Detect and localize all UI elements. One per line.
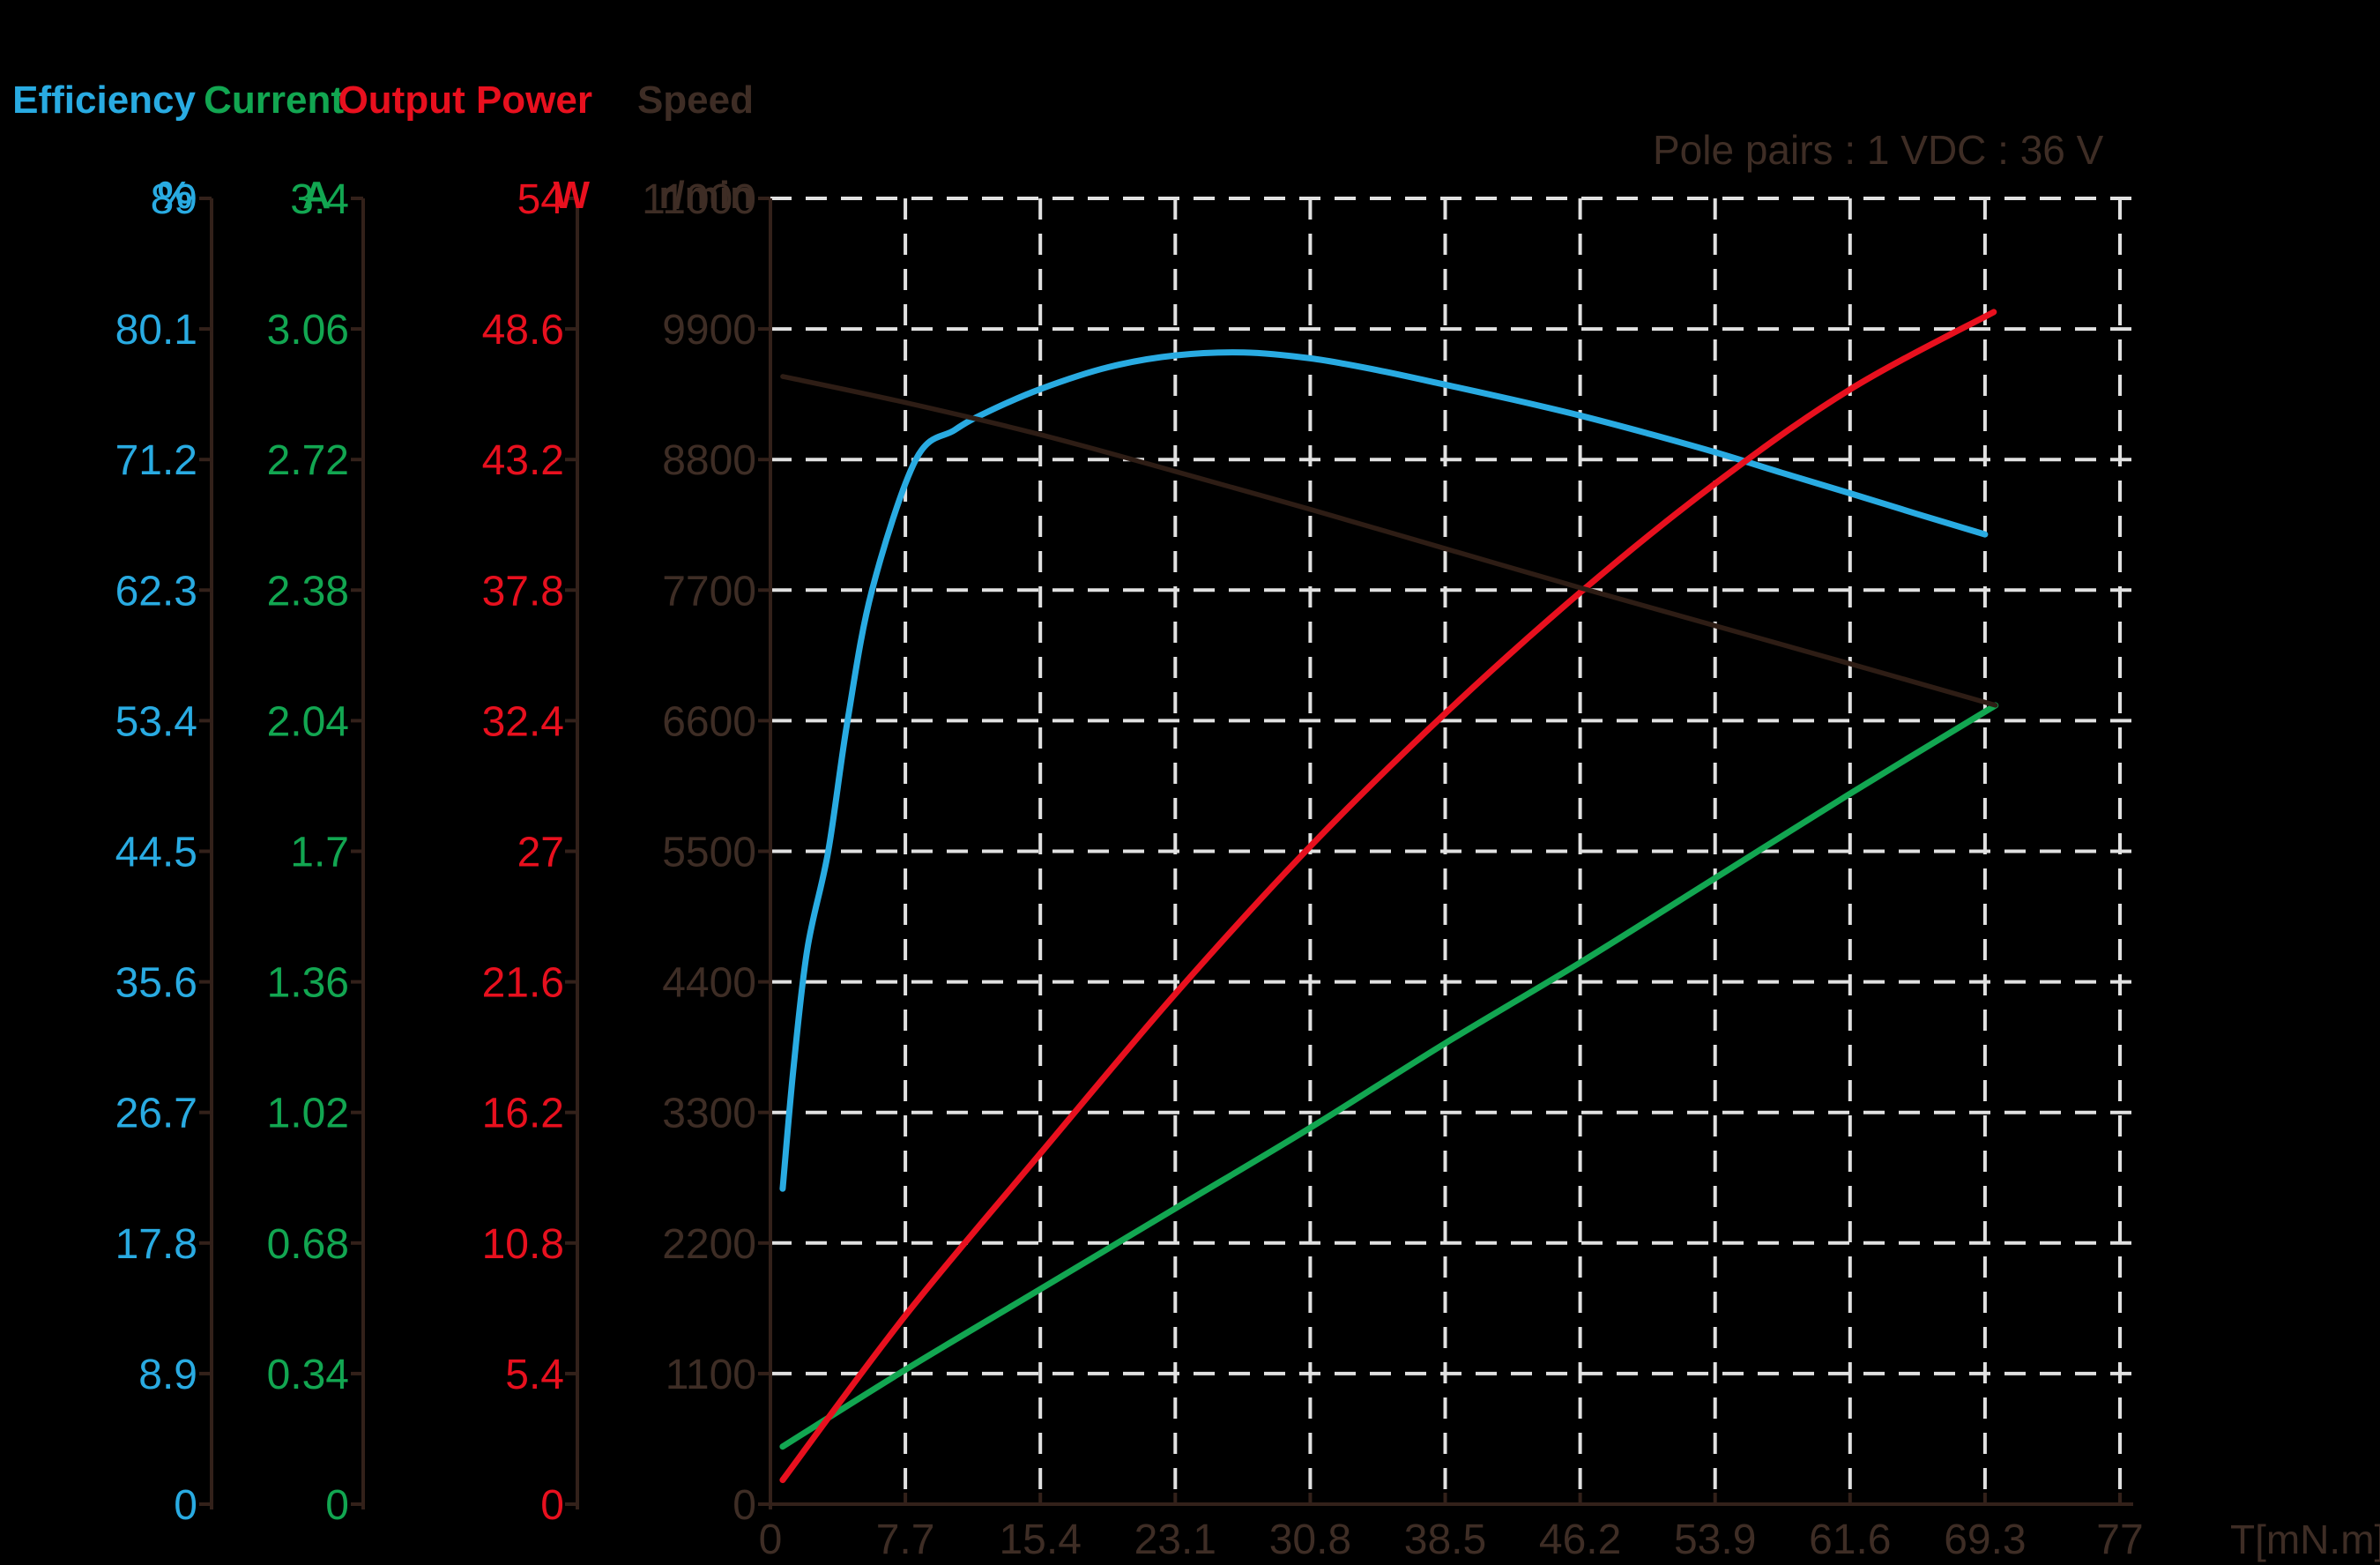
speed-tick-label: 7700: [662, 568, 756, 615]
pole-pairs-annotation: Pole pairs : 1 VDC : 36 V: [1653, 127, 2104, 173]
current-tick-label: 3.4: [290, 176, 349, 223]
x-tick-label: 53.9: [1674, 1517, 1756, 1563]
speed-tick-label: 0: [733, 1482, 756, 1529]
efficiency-tick-label: 17.8: [115, 1221, 197, 1268]
header-output-power-title: Output Power: [338, 78, 592, 122]
current-tick-label: 2.38: [267, 568, 349, 615]
current-tick-label: 1.02: [267, 1091, 349, 1137]
x-tick-label: 46.2: [1539, 1517, 1621, 1563]
current-tick-label: 1.7: [290, 830, 349, 876]
current-tick-label: 2.72: [267, 437, 349, 484]
output_power-tick-label: 43.2: [482, 437, 564, 484]
output_power-tick-label: 37.8: [482, 568, 564, 615]
efficiency-tick-label: 8.9: [138, 1352, 197, 1398]
speed-tick-label: 1100: [666, 1352, 756, 1398]
speed-tick-label: 4400: [662, 960, 756, 1007]
tick-labels-group: 89 80.1 71.2 62.3 53.4 44.5 35.6 26.7 17.8 8.9 0 3.…: [115, 176, 2144, 1563]
speed-tick-label: 9900: [662, 307, 756, 354]
output_power-tick-label: 10.8: [482, 1221, 564, 1268]
speed-curve: [780, 374, 1998, 708]
x-tick-label: 7.7: [876, 1517, 935, 1563]
current-tick-label: 0.34: [267, 1352, 349, 1398]
output_power-tick-label: 0: [540, 1482, 564, 1529]
current-tick-label: 0.68: [267, 1221, 349, 1268]
x-tick-label: 61.6: [1809, 1517, 1891, 1563]
header-efficiency-unit: %: [158, 174, 192, 217]
efficiency-tick-label: 53.4: [115, 698, 197, 745]
x-axis-unit-label: T[mN.m]: [2230, 1517, 2380, 1562]
header-efficiency-title: Efficiency: [12, 78, 196, 122]
header-speed-unit: r/min: [658, 174, 754, 217]
x-tick-label: 77: [2096, 1517, 2143, 1563]
speed-tick-label: 5500: [662, 830, 756, 876]
gridlines-group: [770, 197, 2133, 1504]
header-output-power-unit: W: [553, 174, 590, 217]
output_power-tick-label: 21.6: [482, 960, 564, 1007]
efficiency-curve: [779, 349, 1989, 1192]
speed-tick-label: 2200: [662, 1221, 756, 1268]
current-tick-label: 2.04: [267, 698, 349, 745]
header-speed-title: Speed: [637, 78, 754, 122]
header-current-title: Current: [204, 78, 344, 122]
current-tick-label: 0: [325, 1482, 349, 1529]
axes-group: [199, 197, 2133, 1509]
speed-tick-label: 6600: [662, 698, 756, 745]
header-current-unit: A: [302, 174, 331, 217]
output_power-tick-label: 32.4: [482, 698, 564, 745]
curves-group: [779, 309, 1999, 1484]
current-curve: [779, 702, 1999, 1450]
speed-tick-label: 11000: [642, 176, 756, 223]
output-power-curve: [779, 309, 1997, 1484]
x-tick-label: 38.5: [1404, 1517, 1486, 1563]
speed-tick-label: 8800: [662, 437, 756, 484]
output_power-tick-label: 48.6: [482, 307, 564, 354]
x-tick-label: 30.8: [1269, 1517, 1351, 1563]
output_power-tick-label: 27: [517, 830, 564, 876]
efficiency-tick-label: 89: [151, 176, 197, 223]
output_power-tick-label: 54: [517, 176, 564, 223]
x-tick-label: 15.4: [999, 1517, 1081, 1563]
efficiency-tick-label: 62.3: [115, 568, 197, 615]
x-tick-label: 23.1: [1134, 1517, 1216, 1563]
current-tick-label: 3.06: [267, 307, 349, 354]
x-tick-label: 69.3: [1944, 1517, 2026, 1563]
output_power-tick-label: 5.4: [505, 1352, 564, 1398]
efficiency-tick-label: 44.5: [115, 830, 197, 876]
efficiency-tick-label: 26.7: [115, 1091, 197, 1137]
speed-tick-label: 3300: [662, 1091, 756, 1137]
efficiency-tick-label: 35.6: [115, 960, 197, 1007]
x-tick-label: 0: [759, 1517, 783, 1563]
efficiency-tick-label: 80.1: [115, 307, 197, 354]
efficiency-tick-label: 71.2: [115, 437, 197, 484]
output_power-tick-label: 16.2: [482, 1091, 564, 1137]
efficiency-tick-label: 0: [174, 1482, 197, 1529]
current-tick-label: 1.36: [267, 960, 349, 1007]
